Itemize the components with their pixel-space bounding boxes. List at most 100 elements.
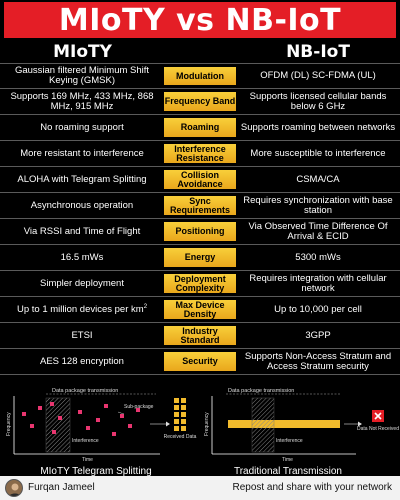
feature-label: Frequency Band (164, 92, 236, 111)
feature-label: Max Device Density (164, 300, 236, 319)
repost-cta: Repost and share with your network (232, 482, 392, 493)
received-block (181, 405, 186, 410)
right-top-label: Data package transmission (228, 388, 294, 394)
right-diagram: Data package transmission Frequency Time… (204, 388, 399, 476)
subpacket-mark (22, 412, 26, 416)
left-column-header: MIoTY (53, 42, 112, 62)
subpackage-label: Sub-package (124, 404, 154, 410)
subpacket-mark (96, 418, 100, 422)
table-row: Asynchronous operation Sync Requirements… (0, 193, 400, 219)
mioty-value: AES 128 encryption (40, 355, 124, 367)
feature-label: Modulation (164, 67, 236, 85)
right-interference-zone (251, 397, 275, 453)
comparison-table: Gaussian filtered Minimum Shift Keying (… (0, 63, 400, 375)
subpacket-mark (128, 424, 132, 428)
mioty-value: ETSI (71, 329, 93, 341)
nbiot-value: Up to 10,000 per cell (274, 303, 362, 315)
feature-label: Deployment Complexity (164, 274, 236, 293)
mioty-value: More resistant to interference (20, 147, 144, 159)
right-x-label: Time (282, 457, 293, 463)
subpacket-mark (58, 416, 62, 420)
superscript: 2 (143, 304, 148, 311)
mioty-value: Gaussian filtered Minimum Shift Keying (… (14, 65, 150, 86)
table-row: ETSI Industry Standard 3GPP (0, 323, 400, 349)
table-row: More resistant to interference Interfere… (0, 141, 400, 167)
data-not-received-label: Data Not Received (357, 426, 399, 432)
received-block (181, 412, 186, 417)
left-diagram-title: MIoTY Telegram Splitting (40, 466, 151, 476)
received-block (181, 426, 186, 431)
nbiot-value: 5300 mWs (295, 251, 341, 263)
mioty-value: Via RSSI and Time of Flight (23, 225, 141, 237)
nbiot-value: 3GPP (305, 329, 331, 341)
nbiot-value: Supports roaming between networks (240, 121, 396, 133)
mioty-value: ALOHA with Telegram Splitting (17, 173, 147, 185)
feature-label: Collision Avoidance (164, 170, 236, 189)
table-row: Gaussian filtered Minimum Shift Keying (… (0, 63, 400, 89)
feature-label: Energy (164, 248, 236, 267)
subpacket-mark (86, 426, 90, 430)
subpacket-mark (30, 424, 34, 428)
footer: Furqan Jameel Repost and share with your… (0, 476, 400, 500)
received-blocks (174, 398, 186, 431)
table-row: ALOHA with Telegram Splitting Collision … (0, 167, 400, 193)
received-block (181, 419, 186, 424)
data-packet-bar (228, 420, 340, 428)
mioty-value: Up to 1 million devices per km2 (2, 297, 162, 322)
table-row: AES 128 encryption Security Supports Non… (0, 349, 400, 375)
x-icon (374, 412, 382, 420)
mioty-value-text: Up to 1 million devices per km (16, 304, 144, 316)
nbiot-value: Via Observed Time Difference Of Arrival … (248, 220, 388, 242)
nbiot-value: More susceptible to interference (250, 147, 386, 159)
table-row: Simpler deployment Deployment Complexity… (0, 271, 400, 297)
received-block (174, 412, 179, 417)
nbiot-value: Requires synchronization with base stati… (243, 194, 393, 216)
subpacket-mark (78, 410, 82, 414)
feature-label: Interference Resistance (164, 144, 236, 163)
received-block (181, 398, 186, 403)
table-row: 16.5 mWs Energy 5300 mWs (0, 245, 400, 271)
subpackets (22, 402, 140, 436)
subpacket-mark (50, 402, 54, 406)
received-block (174, 405, 179, 410)
feature-label: Roaming (164, 118, 236, 137)
nbiot-value: Requires integration with cellular netwo… (249, 272, 387, 294)
mioty-value: Supports 169 MHz, 433 MHz, 868 MHz, 915 … (10, 90, 154, 112)
avatar-icon (8, 483, 22, 496)
subpacket-mark (52, 430, 56, 434)
nbiot-value: Supports Non-Access Stratum and Access S… (244, 350, 392, 372)
feature-label: Positioning (164, 222, 236, 241)
received-block (174, 398, 179, 403)
subpacket-mark (112, 432, 116, 436)
left-interference-label: Interference (72, 438, 99, 444)
table-row: No roaming support Roaming Supports roam… (0, 115, 400, 141)
left-interference-zone (45, 397, 71, 453)
right-diagram-title: Traditional Transmission (234, 466, 342, 476)
table-row: Up to 1 million devices per km2 Max Devi… (0, 297, 400, 323)
nbiot-value: OFDM (DL) SC-FDMA (UL) (260, 70, 376, 82)
received-data-label: Received Data (164, 434, 197, 440)
nbiot-value: Supports licensed cellular bands below 6… (249, 90, 387, 112)
left-arrowhead (166, 421, 170, 427)
title-banner: MIoTY vs NB-IoT (4, 2, 396, 38)
subpacket-mark (136, 408, 140, 412)
mioty-value: Asynchronous operation (30, 199, 134, 211)
feature-label: Sync Requirements (164, 196, 236, 215)
avatar (5, 479, 23, 497)
subpacket-mark (120, 414, 124, 418)
table-row: Via RSSI and Time of Flight Positioning … (0, 219, 400, 245)
column-headers: MIoTY NB-IoT (0, 40, 400, 62)
subpacket-mark (38, 406, 42, 410)
nbiot-value: CSMA/CA (296, 173, 340, 185)
diagrams-svg: Data package transmission Frequency Time… (6, 388, 399, 476)
right-y-label: Frequency (204, 412, 210, 436)
feature-label: Industry Standard (164, 326, 236, 345)
mioty-value: No roaming support (40, 121, 124, 133)
subpacket-mark (104, 404, 108, 408)
right-interference-label: Interference (276, 438, 303, 444)
left-diagram: Data package transmission Frequency Time… (6, 388, 197, 476)
transmission-diagrams: Data package transmission Frequency Time… (0, 384, 400, 476)
mioty-value: Simpler deployment (40, 277, 124, 289)
left-y-label: Frequency (6, 412, 12, 436)
right-column-header: NB-IoT (286, 42, 350, 62)
